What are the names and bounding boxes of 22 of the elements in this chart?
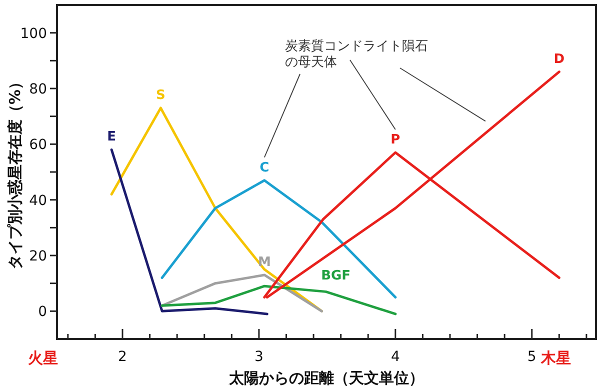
xtick-label: 5 [527, 349, 536, 365]
xtick-label: 4 [390, 349, 400, 365]
planet-label: 木星 [541, 349, 571, 367]
annotation: 炭素質コンドライト隕石の母天体 [285, 39, 428, 70]
ytick-label: 80 [29, 82, 47, 98]
ytick-label: 40 [29, 192, 47, 209]
series-label: M [258, 254, 271, 270]
series-label: E [107, 130, 116, 145]
series-label: P [390, 132, 400, 148]
series-label: C [260, 160, 270, 176]
xtick-label: 3 [254, 349, 264, 365]
ytick-label: 60 [29, 137, 47, 154]
series-label: S [156, 88, 166, 103]
series-label: D [554, 52, 565, 67]
xlabel: 太陽からの距離（天文単位） [229, 369, 424, 387]
ytick-label: 20 [29, 248, 47, 264]
planet-label: 火星 [28, 349, 58, 367]
xtick-label: 2 [118, 349, 127, 365]
ylabel: タイプ別小惑星存在度（%） [6, 74, 24, 270]
series-label: BGF [321, 268, 351, 284]
ytick-label: 100 [20, 26, 47, 42]
ytick-label: 0 [38, 304, 47, 320]
